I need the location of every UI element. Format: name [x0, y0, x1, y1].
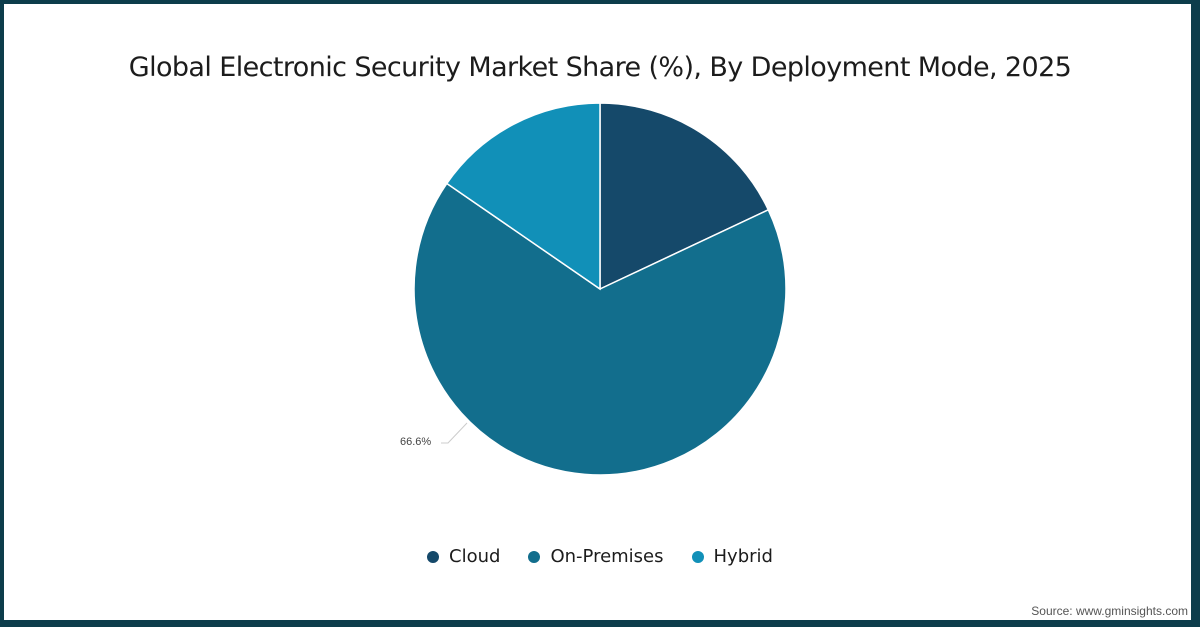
- pie-slice-hybrid[interactable]: [445, 102, 601, 291]
- data-label-leader-line: [441, 422, 468, 444]
- legend-label: On-Premises: [550, 546, 664, 567]
- pie-slice-cloud[interactable]: [599, 102, 770, 291]
- legend: Cloud On-Premises Hybrid: [0, 546, 1200, 567]
- data-label-on-premises: 66.6%: [400, 436, 432, 448]
- legend-marker-icon: [528, 550, 541, 563]
- legend-item-cloud[interactable]: Cloud: [427, 546, 500, 567]
- legend-marker-icon: [691, 550, 704, 563]
- legend-item-on-premises[interactable]: On-Premises: [528, 546, 664, 567]
- chart-title: Global Electronic Security Market Share …: [128, 52, 1072, 83]
- legend-label: Hybrid: [713, 546, 773, 567]
- legend-item-hybrid[interactable]: Hybrid: [691, 546, 773, 567]
- source-note: Source: www.gminsights.com: [1031, 604, 1188, 618]
- pie-slice-on-premises[interactable]: [413, 182, 787, 476]
- legend-label: Cloud: [449, 546, 501, 567]
- legend-marker-icon: [427, 550, 440, 563]
